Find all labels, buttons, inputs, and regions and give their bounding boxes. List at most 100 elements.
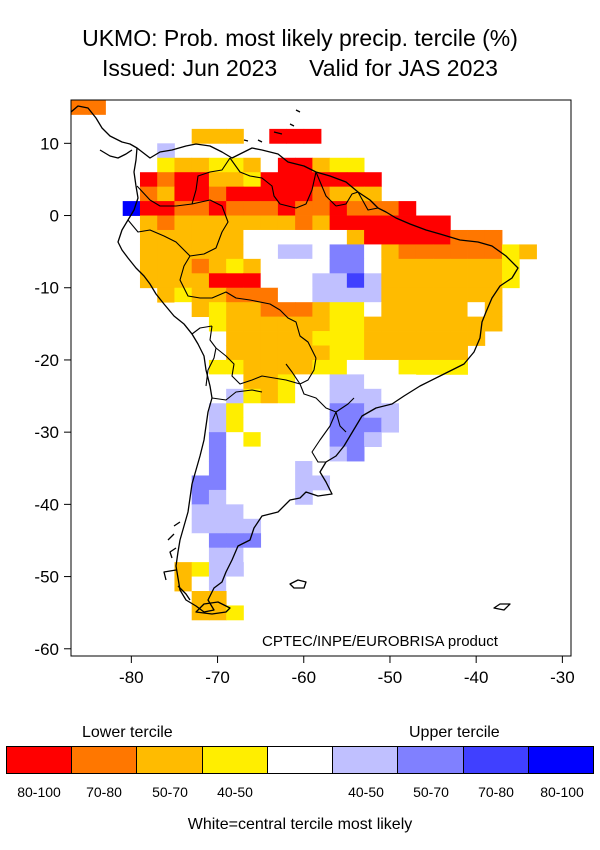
grid-cell — [312, 172, 331, 188]
grid-cell — [174, 258, 193, 274]
grid-cell — [71, 100, 89, 115]
grid-cell — [295, 172, 313, 188]
grid-cell — [277, 475, 296, 491]
legend-swatch-lower-50-70 — [136, 747, 202, 773]
grid-cell — [191, 287, 210, 303]
grid-cell — [226, 128, 244, 144]
grid-cell — [519, 244, 537, 260]
grid-cell — [191, 244, 210, 260]
grid-cell — [174, 157, 193, 173]
falkland-islands — [289, 579, 307, 589]
grid-cell — [191, 562, 210, 577]
grid-cell — [484, 258, 503, 274]
grid-cell — [364, 302, 382, 318]
grid-cell — [208, 432, 227, 447]
legend-swatch-lower-70-80 — [71, 747, 137, 773]
grid-cell — [381, 258, 399, 274]
grid-cell — [303, 128, 322, 144]
grid-cell — [260, 504, 279, 520]
grid-cell — [243, 461, 262, 476]
grid-cell — [364, 244, 382, 260]
grid-cell — [260, 489, 279, 505]
legend-swatch-upper-80-100 — [527, 747, 593, 773]
grid-cell — [364, 287, 382, 303]
grid-cell — [502, 273, 520, 289]
grid-cell — [415, 302, 434, 318]
map-title: UKMO: Prob. most likely precip. tercile … — [82, 25, 518, 51]
grid-cell — [157, 215, 175, 231]
grid-cell — [277, 157, 296, 173]
grid-cell — [295, 215, 313, 231]
grid-cell — [208, 504, 227, 520]
grid-cell — [467, 229, 486, 245]
grid-cell — [346, 172, 365, 188]
grid-cell — [295, 446, 313, 462]
grid-cell — [381, 345, 399, 361]
grid-cell — [295, 316, 313, 332]
grid-cell — [312, 273, 331, 289]
grid-cell — [243, 273, 262, 289]
caribbean-islands — [243, 109, 301, 143]
grid-cell — [398, 316, 417, 332]
grid-cell — [433, 302, 451, 318]
grid-cell — [329, 157, 348, 173]
grid-cell — [208, 201, 227, 216]
grid-cell — [346, 157, 365, 173]
legend-swatch-upper-50-70 — [397, 747, 463, 773]
grid-cell — [450, 258, 468, 274]
grid-cell — [364, 258, 382, 274]
grid-cell — [312, 331, 331, 346]
grid-cell — [329, 374, 348, 390]
grid-cell — [295, 273, 313, 289]
grid-cell — [208, 547, 227, 563]
grid-cell — [415, 215, 434, 231]
grid-cell — [381, 359, 399, 375]
grid-cell — [226, 229, 244, 245]
grid-cell — [191, 533, 210, 549]
grid-cell — [277, 417, 296, 433]
grid-cell — [415, 287, 434, 303]
grid-cell — [415, 345, 434, 361]
grid-cell — [329, 345, 348, 361]
grid-cell — [415, 273, 434, 289]
y-tick-label: -40 — [34, 495, 59, 514]
grid-cell — [260, 403, 279, 419]
panama-coast — [99, 149, 133, 159]
grid-cell — [295, 432, 313, 447]
grid-cell — [295, 359, 313, 375]
grid-cell — [312, 403, 331, 419]
legend-swatch-lower-80-100 — [7, 747, 72, 773]
grid-cell — [174, 576, 193, 592]
grid-cell — [243, 258, 262, 274]
grid-cell — [364, 331, 382, 346]
y-tick-label: -60 — [34, 640, 59, 659]
y-tick-label: -20 — [34, 351, 59, 370]
grid-cell — [381, 316, 399, 332]
issued-date: Issued: Jun 2023 — [102, 55, 278, 81]
grid-cell — [208, 562, 227, 577]
grid-cell — [260, 359, 279, 375]
grid-cell — [312, 359, 331, 375]
grid-cell — [226, 331, 244, 346]
grid-cell — [208, 273, 227, 289]
grid-cell — [157, 258, 175, 274]
grid-cell — [226, 302, 244, 318]
legend-swatch-upper-70-80 — [462, 747, 528, 773]
grid-cell — [174, 172, 193, 188]
grid-cell — [312, 287, 331, 303]
grid-cell — [415, 331, 434, 346]
grid-cell — [226, 605, 244, 621]
grid-cell — [295, 475, 313, 491]
grid-cell — [191, 475, 210, 491]
grid-cell — [364, 345, 382, 361]
plot-frame — [70, 99, 572, 657]
grid-cell — [226, 172, 244, 188]
grid-cell — [364, 186, 382, 202]
grid-cell — [208, 403, 227, 419]
grid-cell — [467, 287, 486, 303]
grid-cell — [364, 172, 382, 188]
grid-cell — [226, 258, 244, 274]
grid-cell — [191, 157, 210, 173]
grid-cell — [243, 547, 262, 563]
grid-cell — [398, 359, 417, 375]
